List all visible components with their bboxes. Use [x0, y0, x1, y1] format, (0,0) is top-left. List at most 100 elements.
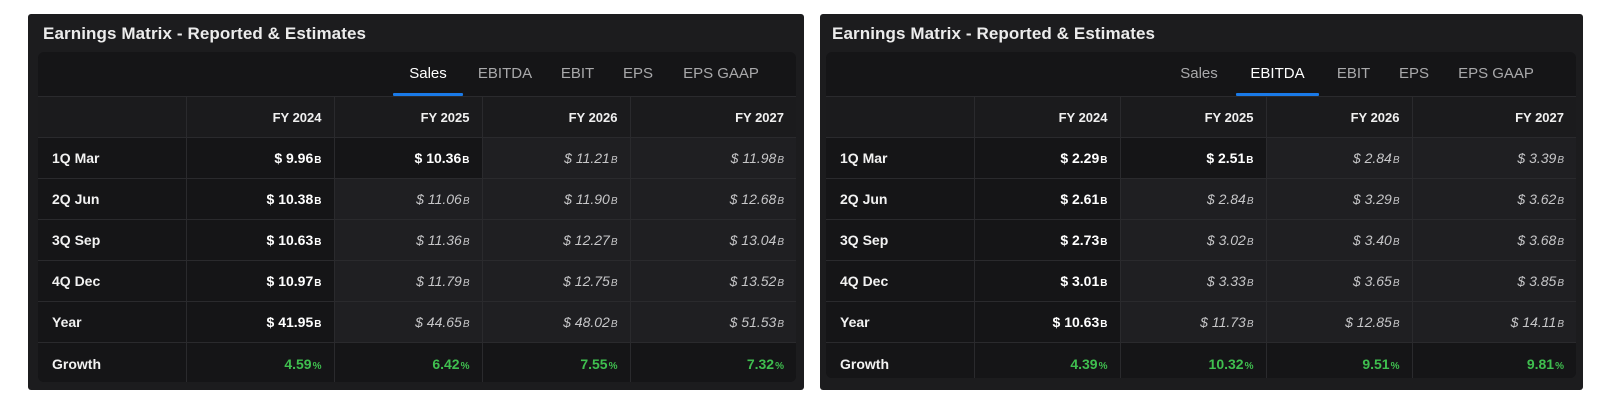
estimate-value: $ 11.98 — [730, 150, 777, 166]
growth-value: 6.42% — [432, 356, 469, 372]
value-with-unit: $ 10.63B — [1053, 314, 1108, 330]
value-with-unit: $ 3.40B — [1353, 232, 1400, 248]
percent-suffix: % — [608, 361, 618, 372]
tab-ebitda[interactable]: EBITDA — [477, 65, 533, 82]
estimate-value: $ 14.11 — [1510, 314, 1557, 330]
tab-sales[interactable]: Sales — [393, 52, 463, 96]
estimate-value: $ 13.04 — [729, 232, 777, 248]
value-cell: $ 12.27B — [482, 219, 631, 261]
reported-value: $ 10.36 — [414, 150, 462, 166]
unit-suffix: B — [610, 196, 618, 207]
value-with-unit: $ 11.36B — [416, 232, 469, 248]
tab-ebitda[interactable]: EBITDA — [1236, 52, 1319, 96]
unit-suffix: B — [1246, 278, 1254, 289]
estimate-value: $ 44.65 — [415, 314, 462, 330]
value-with-unit: $ 2.84B — [1353, 150, 1400, 166]
estimate-value: $ 2.84 — [1352, 150, 1392, 166]
reported-value: $ 3.01 — [1060, 273, 1100, 289]
estimate-value: $ 11.73 — [1200, 314, 1246, 330]
table-row: Year $ 41.95B $ 44.65B $ 48.02B $ 51.53B — [38, 301, 796, 343]
reported-value: $ 2.61 — [1060, 191, 1100, 207]
value-with-unit: $ 10.63B — [267, 232, 322, 248]
value-cell: $ 13.52B — [630, 260, 796, 302]
earnings-matrix-panel-sales: Earnings Matrix - Reported & Estimates S… — [28, 14, 804, 390]
growth-number: 7.32 — [746, 356, 775, 372]
reported-value: $ 2.51 — [1206, 150, 1246, 166]
growth-cell: 6.42% — [334, 342, 483, 382]
tab-ebit[interactable]: EBIT — [560, 65, 595, 82]
earnings-table: FY 2024 FY 2025 FY 2026 FY 2027 1Q Mar $ … — [38, 96, 796, 382]
value-with-unit: $ 3.33B — [1207, 273, 1254, 289]
growth-cell: 4.39% — [974, 342, 1121, 378]
estimate-value: $ 11.79 — [416, 273, 462, 289]
growth-value: 9.81% — [1527, 356, 1564, 372]
value-with-unit: $ 2.73B — [1060, 232, 1107, 248]
unit-suffix: B — [1557, 278, 1564, 289]
value-with-unit: $ 13.04B — [730, 232, 784, 248]
growth-number: 4.59 — [284, 356, 312, 372]
table-row: 1Q Mar $ 9.96B $ 10.36B $ 11.21B $ 11.98B — [38, 137, 796, 179]
tab-eps[interactable]: EPS — [622, 65, 653, 82]
percent-suffix: % — [312, 361, 322, 372]
unit-suffix: B — [462, 237, 470, 248]
unit-suffix: B — [314, 278, 322, 289]
unit-suffix: B — [610, 237, 618, 248]
value-cell: $ 2.51B — [1120, 137, 1267, 179]
value-cell: $ 10.38B — [186, 178, 335, 220]
value-cell: $ 11.79B — [334, 260, 483, 302]
value-with-unit: $ 12.27B — [563, 232, 617, 248]
value-with-unit: $ 2.51B — [1206, 150, 1253, 166]
growth-number: 6.42 — [432, 356, 460, 372]
row-label: 1Q Mar — [38, 137, 187, 179]
column-header: FY 2025 — [1120, 96, 1267, 138]
column-header: FY 2024 — [974, 96, 1121, 138]
value-cell: $ 2.73B — [974, 219, 1121, 261]
value-cell: $ 44.65B — [334, 301, 483, 343]
value-with-unit: $ 11.21B — [564, 150, 617, 166]
estimate-value: $ 3.68 — [1517, 232, 1557, 248]
value-cell: $ 11.90B — [482, 178, 631, 220]
estimate-value: $ 3.65 — [1352, 273, 1392, 289]
value-with-unit: $ 12.68B — [730, 191, 784, 207]
percent-suffix: % — [775, 361, 784, 372]
unit-suffix: B — [1557, 196, 1564, 207]
value-cell: $ 11.36B — [334, 219, 483, 261]
unit-suffix: B — [1100, 155, 1108, 166]
value-cell: $ 3.68B — [1412, 219, 1576, 261]
row-label: 4Q Dec — [38, 260, 187, 302]
reported-value: $ 9.96 — [274, 150, 314, 166]
value-cell: $ 11.98B — [630, 137, 796, 179]
value-cell: $ 3.01B — [974, 260, 1121, 302]
value-with-unit: $ 3.85B — [1517, 273, 1564, 289]
column-header: FY 2026 — [482, 96, 631, 138]
row-label: 3Q Sep — [826, 219, 975, 261]
tab-sales[interactable]: Sales — [1180, 65, 1218, 82]
value-with-unit: $ 11.79B — [416, 273, 469, 289]
unit-suffix: B — [462, 278, 470, 289]
estimate-value: $ 48.02 — [563, 314, 610, 330]
percent-suffix: % — [1244, 361, 1254, 372]
value-cell: $ 3.29B — [1266, 178, 1413, 220]
percent-suffix: % — [1555, 361, 1564, 372]
tab-eps[interactable]: EPS — [1398, 65, 1429, 82]
value-with-unit: $ 2.84B — [1207, 191, 1254, 207]
row-label: 2Q Jun — [38, 178, 187, 220]
unit-suffix: B — [610, 278, 618, 289]
unit-suffix: B — [777, 196, 784, 207]
estimate-value: $ 12.85 — [1345, 314, 1392, 330]
estimate-value: $ 13.52 — [729, 273, 777, 289]
value-with-unit: $ 44.65B — [415, 314, 469, 330]
value-cell: $ 41.95B — [186, 301, 335, 343]
percent-suffix: % — [460, 361, 470, 372]
tab-ebit[interactable]: EBIT — [1336, 65, 1371, 82]
unit-suffix: B — [777, 237, 784, 248]
tab-eps-gaap[interactable]: EPS GAAP — [1458, 65, 1534, 82]
value-cell: $ 51.53B — [630, 301, 796, 343]
value-cell: $ 2.61B — [974, 178, 1121, 220]
tab-eps-gaap[interactable]: EPS GAAP — [683, 65, 759, 82]
reported-value: $ 41.95 — [266, 314, 314, 330]
metric-tabs: Sales EBITDA EBIT EPS EPS GAAP — [38, 52, 796, 96]
value-cell: $ 14.11B — [1412, 301, 1576, 343]
value-cell: $ 3.40B — [1266, 219, 1413, 261]
growth-value: 7.32% — [747, 356, 784, 372]
